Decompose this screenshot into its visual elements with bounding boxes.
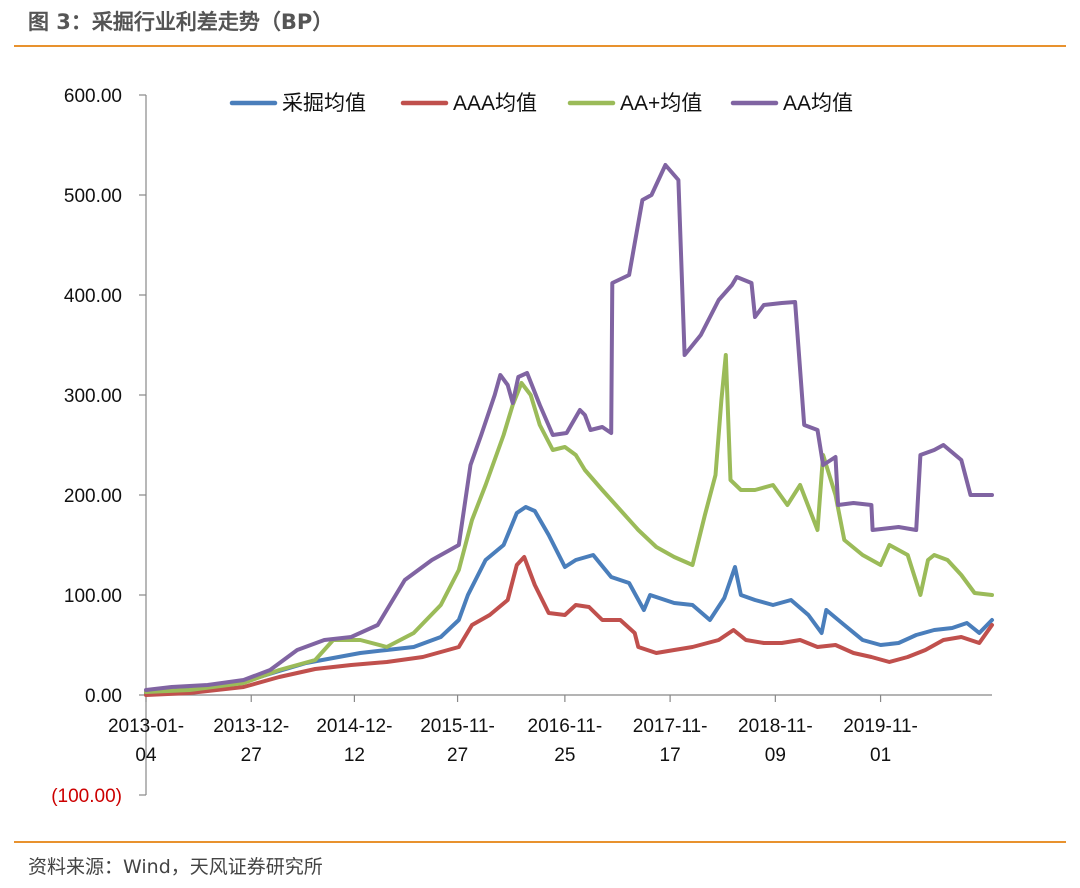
source-note: 资料来源：Wind，天风证券研究所 — [28, 856, 323, 878]
x-tick-label: 12 — [344, 745, 365, 766]
y-tick-label: 500.00 — [64, 186, 122, 207]
legend-label: AA+均值 — [620, 92, 702, 115]
x-tick-label: 27 — [447, 745, 468, 766]
axes: 600.00 500.00 400.00 300.00 200.00 100.00 0.00… — [51, 86, 992, 807]
legend-label: AA均值 — [783, 92, 853, 115]
x-tick-label: 27 — [241, 745, 262, 766]
x-tick-label: 01 — [870, 745, 891, 766]
x-tick-label: 17 — [660, 745, 681, 766]
series-line-1 — [144, 505, 994, 695]
y-tick-label: (100.00) — [51, 786, 122, 807]
legend: 采掘均值 AAA均值 AA+均值 AA均值 — [229, 92, 853, 115]
x-tick-label: 04 — [135, 745, 157, 766]
x-tick-label: 2018-11- — [738, 716, 813, 737]
legend-label: AAA均值 — [453, 92, 537, 115]
y-tick-label: 600.00 — [64, 86, 122, 107]
chart-title: 图 3：采掘行业利差走势（BP） — [28, 10, 334, 34]
series-line-4 — [144, 163, 994, 692]
x-tick-label: 2015-11- — [420, 716, 495, 737]
x-tick-label: 2013-01- — [108, 716, 184, 737]
legend-label: 采掘均值 — [282, 92, 366, 115]
top-divider — [14, 45, 1066, 47]
series-line-2 — [144, 555, 994, 697]
y-tick-label: 400.00 — [64, 286, 122, 307]
series-line-3 — [144, 353, 994, 694]
x-tick-label: 2014-12- — [316, 716, 392, 737]
y-tick-label: 0.00 — [85, 686, 122, 707]
x-tick-label: 2019-11- — [843, 716, 918, 737]
y-tick-label: 200.00 — [64, 486, 122, 507]
x-tick-label: 25 — [554, 745, 575, 766]
series-lines — [144, 163, 994, 697]
x-tick-label: 09 — [765, 745, 786, 766]
x-tick-label: 2017-11- — [633, 716, 708, 737]
x-tick-label: 2016-11- — [528, 716, 603, 737]
bottom-divider — [14, 841, 1066, 843]
y-tick-label: 300.00 — [64, 386, 122, 407]
x-tick-label: 2013-12- — [213, 716, 289, 737]
y-tick-label: 100.00 — [64, 586, 122, 607]
